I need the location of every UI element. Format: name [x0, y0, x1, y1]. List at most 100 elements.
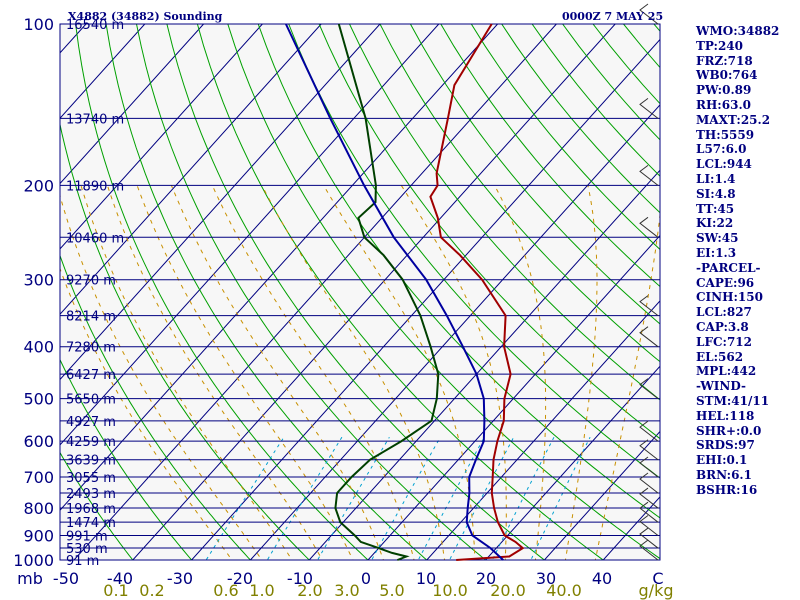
- height-label: 4259 m: [66, 435, 116, 450]
- mixing-ratio-label: 1.0: [249, 581, 274, 600]
- isotherm-line: [308, 169, 660, 560]
- temperature-tick-label: -10: [287, 569, 313, 588]
- temperature-tick-label: -20: [227, 569, 253, 588]
- index-rh: RH:63.0: [696, 97, 751, 112]
- index-tt: TT:45: [696, 201, 735, 216]
- isotherm-line: [60, 24, 440, 446]
- index-l57: L57:6.0: [696, 142, 747, 157]
- index-cinh: CINH:150: [696, 290, 763, 305]
- dry-adiabat: [60, 451, 134, 560]
- pressure-tick-label: 300: [23, 271, 54, 290]
- indices-panel: WMO:34882 TP:240 FRZ:718 WB0:764 PW:0.89…: [696, 24, 800, 498]
- dewpoint-profile: [334, 23, 440, 561]
- height-label: 13740 m: [66, 112, 124, 127]
- wind-barb: [639, 326, 659, 348]
- moist-adiabat: [494, 185, 547, 560]
- index-sw: SW:45: [696, 231, 739, 246]
- parcel-profile: [284, 23, 504, 561]
- height-label: 3639 m: [66, 454, 116, 469]
- index-si: SI:4.8: [696, 186, 736, 201]
- height-label: 6427 m: [66, 368, 116, 383]
- dry-adiabat: [409, 24, 660, 325]
- dry-adiabat: [257, 24, 660, 519]
- mixing-ratio-label: 20.0: [490, 581, 526, 600]
- pressure-tick-label: 700: [23, 468, 54, 487]
- wind-barb: [639, 472, 659, 494]
- isotherm-lines: [60, 24, 660, 560]
- dry-adiabat: [60, 254, 252, 560]
- mixing-ratio-label: 0.6: [213, 581, 238, 600]
- pressure-tick-label: 900: [23, 526, 54, 545]
- index-ehi: EHI:0.1: [696, 453, 748, 468]
- isotherm-line: [60, 24, 146, 119]
- station-title: X4882 (34882) Sounding: [68, 10, 223, 23]
- mixing-ratio-label: 40.0: [546, 581, 582, 600]
- moist-adiabat: [211, 185, 415, 560]
- mixing-ratio-label: g/kg: [639, 581, 674, 600]
- isotherm-line: [73, 24, 557, 560]
- index-hel: HEL:118: [696, 408, 755, 423]
- index-cape: CAPE:96: [696, 275, 755, 290]
- moist-adiabat: [106, 185, 323, 560]
- temperature-tick-label: -50: [53, 569, 79, 588]
- dry-adiabat: [318, 24, 660, 440]
- isotherm-line: [60, 24, 322, 315]
- plot-background: [60, 24, 660, 560]
- wind-barb: [639, 515, 659, 536]
- index-bshr: BSHR:16: [696, 482, 758, 497]
- index-pw: PW:0.89: [696, 83, 752, 98]
- index-th: TH:5559: [696, 127, 755, 142]
- temperature-tick-label: 0: [361, 569, 371, 588]
- temperature-tick-label: 10: [416, 569, 436, 588]
- height-label: 8214 m: [66, 310, 116, 325]
- dry-adiabats: [60, 24, 660, 560]
- height-label: 9270 m: [66, 274, 116, 289]
- index-li: LI:1.4: [696, 171, 736, 186]
- moist-adiabats: [60, 185, 660, 560]
- dry-adiabat: [440, 24, 660, 288]
- isotherm-line: [250, 104, 660, 560]
- plot-frame: [59, 23, 661, 561]
- pressure-tick-label: 500: [23, 390, 54, 409]
- dry-adiabat: [470, 24, 660, 251]
- index-maxt: MAXT:25.2: [696, 112, 771, 127]
- index-shr: SHR+:0.0: [696, 423, 762, 438]
- pressure-tick-label: 600: [23, 432, 54, 451]
- temperature-tick-label: 20: [476, 569, 496, 588]
- index-tp: TP:240: [696, 38, 744, 53]
- dry-adiabat: [105, 24, 428, 560]
- pressure-tick-label: 1000: [13, 551, 54, 570]
- wind-barb: [639, 420, 659, 442]
- mixing-ratio-line: [448, 436, 515, 560]
- height-label: 1474 m: [66, 516, 116, 531]
- isotherm-line: [132, 24, 616, 560]
- mixing-ratio-label: 10.0: [432, 581, 468, 600]
- isotherm-line: [60, 24, 381, 381]
- mixing-ratio-label: 3.0: [334, 581, 359, 600]
- wind-barb: [639, 97, 659, 119]
- height-label: 5650 m: [66, 393, 116, 408]
- index-stm: STM:41/11: [696, 393, 770, 408]
- moist-adiabat: [80, 185, 293, 560]
- mixing-ratio-label: 2.0: [297, 581, 322, 600]
- index-cap: CAP:3.8: [696, 319, 749, 334]
- wind-heading: -WIND-: [696, 379, 746, 394]
- dry-adiabat: [166, 24, 546, 560]
- isotherm-line: [60, 24, 204, 185]
- height-label: 1968 m: [66, 502, 116, 517]
- temperature-tick-label: 30: [536, 569, 556, 588]
- pressure-axis-label: mb: [17, 569, 43, 588]
- temperature-tick-label: 40: [592, 569, 612, 588]
- wind-barb: [639, 501, 659, 523]
- pressure-tick-label: 400: [23, 338, 54, 357]
- index-wb0: WB0:764: [696, 68, 758, 83]
- moist-adiabat: [564, 185, 598, 560]
- moist-adiabat: [136, 185, 354, 560]
- mixing-ratio-line: [530, 436, 591, 560]
- index-frz: FRZ:718: [696, 53, 753, 68]
- index-ei: EI:1.3: [696, 245, 737, 260]
- index-ki: KI:22: [696, 216, 734, 231]
- index-lcl: LCL:944: [696, 157, 752, 172]
- index-wmo: WMO:34882: [696, 24, 780, 38]
- wind-barb: [639, 439, 659, 461]
